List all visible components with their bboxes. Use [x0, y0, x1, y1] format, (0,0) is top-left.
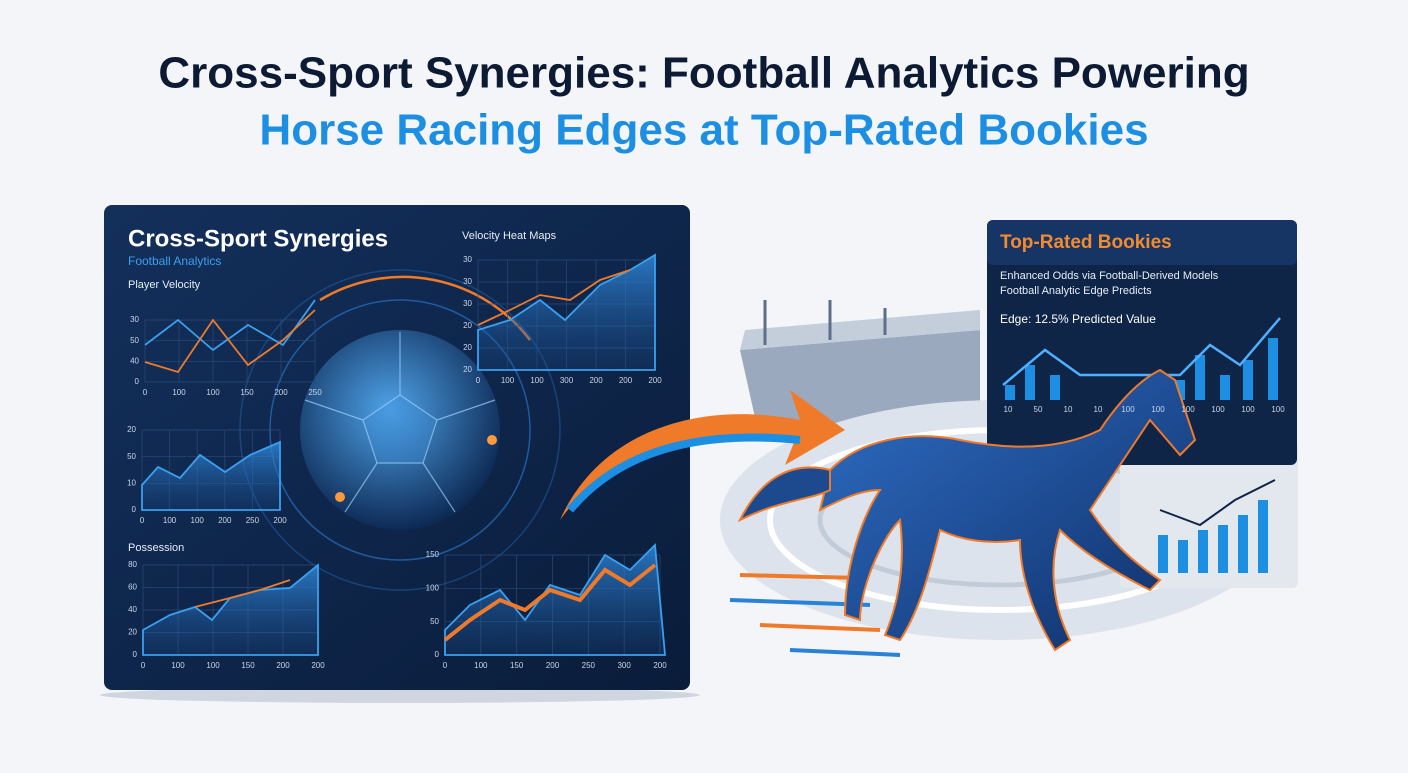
soccer-ball — [300, 330, 500, 530]
x-tick-label: 200 — [311, 661, 325, 670]
x-tick-label: 0 — [476, 376, 481, 385]
x-tick-label: 100 — [1211, 405, 1225, 414]
x-tick-label: 100 — [1151, 405, 1165, 414]
y-tick-label: 0 — [135, 377, 140, 386]
y-tick-label: 20 — [463, 343, 472, 352]
x-tick-label: 250 — [246, 516, 260, 525]
x-tick-label: 200 — [589, 376, 603, 385]
x-tick-label: 100 — [191, 516, 205, 525]
shadow — [100, 687, 700, 703]
y-tick-label: 30 — [463, 299, 472, 308]
y-tick-label: 20 — [128, 628, 137, 637]
y-tick-label: 0 — [133, 650, 138, 659]
x-tick-label: 0 — [443, 661, 448, 670]
dashboard-title: Cross-Sport Synergies — [128, 225, 388, 252]
x-tick-label: 150 — [240, 388, 254, 397]
x-tick-label: 100 — [163, 516, 177, 525]
y-tick-label: 20 — [127, 425, 136, 434]
x-tick-label: 100 — [171, 661, 185, 670]
bookies-trend — [1002, 317, 1281, 386]
panel-label: Possession — [128, 542, 184, 554]
x-tick-label: 100 — [206, 661, 220, 670]
x-tick-label: 200 — [619, 376, 633, 385]
x-tick-label: 0 — [143, 388, 148, 397]
x-tick-label: 100 — [172, 388, 186, 397]
title-line-2: Horse Racing Edges at Top-Rated Bookies — [259, 106, 1148, 155]
x-tick-label: 200 — [648, 376, 662, 385]
x-tick-label: 200 — [274, 388, 288, 397]
dashboard-subtitle: Football Analytics — [128, 254, 221, 268]
bookies-line-2: Football Analytic Edge Predicts — [1000, 285, 1152, 297]
title-line-1: Cross-Sport Synergies: Football Analytic… — [158, 49, 1249, 98]
x-tick-label: 10 — [1004, 405, 1013, 414]
y-tick-label: 20 — [463, 365, 472, 374]
y-tick-label: 50 — [127, 452, 136, 461]
y-tick-label: 150 — [426, 550, 440, 559]
back-card-trend — [1159, 479, 1276, 527]
x-tick-label: 200 — [218, 516, 232, 525]
y-tick-label: 0 — [435, 650, 440, 659]
x-tick-label: 100 — [1271, 405, 1285, 414]
x-tick-label: 200 — [653, 661, 667, 670]
panel-label: Velocity Heat Maps — [462, 230, 557, 242]
x-tick-label: 300 — [560, 376, 574, 385]
x-tick-label: 100 — [501, 376, 515, 385]
bookies-line-1: Enhanced Odds via Football-Derived Model… — [1000, 270, 1219, 282]
x-tick-label: 100 — [474, 661, 488, 670]
bookies-header — [987, 220, 1297, 265]
arrow — [560, 390, 845, 520]
bookies-title: Top-Rated Bookies — [1000, 232, 1172, 253]
horse — [737, 368, 1197, 652]
x-tick-label: 100 — [206, 388, 220, 397]
y-tick-label: 50 — [130, 336, 139, 345]
x-tick-label: 300 — [617, 661, 631, 670]
y-tick-label: 40 — [128, 605, 137, 614]
back-card-bars — [1158, 500, 1268, 573]
x-tick-label: 150 — [241, 661, 255, 670]
x-tick-label: 100 — [1181, 405, 1195, 414]
y-tick-label: 30 — [130, 315, 139, 324]
y-tick-label: 0 — [132, 505, 137, 514]
bookies-bars — [1005, 338, 1278, 400]
x-tick-label: 200 — [546, 661, 560, 670]
x-tick-label: 250 — [582, 661, 596, 670]
x-tick-label: 0 — [140, 516, 145, 525]
x-tick-label: 200 — [273, 516, 287, 525]
x-tick-label: 200 — [276, 661, 290, 670]
x-tick-label: 10 — [1094, 405, 1103, 414]
y-tick-label: 50 — [430, 617, 439, 626]
x-tick-label: 250 — [308, 388, 322, 397]
bookies-card — [987, 220, 1297, 465]
x-tick-label: 100 — [1121, 405, 1135, 414]
y-tick-label: 60 — [128, 583, 137, 592]
x-tick-label: 50 — [1034, 405, 1043, 414]
y-tick-label: 10 — [127, 478, 136, 487]
arrow-stripe — [566, 433, 801, 513]
glow — [335, 492, 345, 502]
y-tick-label: 80 — [128, 560, 137, 569]
y-tick-label: 20 — [463, 321, 472, 330]
glow — [487, 435, 497, 445]
mini-chart-lines — [141, 253, 666, 656]
x-tick-label: 0 — [141, 661, 146, 670]
x-tick-label: 100 — [1241, 405, 1255, 414]
bookies-edge: Edge: 12.5% Predicted Value — [1000, 312, 1156, 326]
y-tick-label: 30 — [463, 277, 472, 286]
panel-label: Player Velocity — [128, 279, 201, 291]
y-tick-label: 100 — [426, 583, 440, 592]
x-tick-label: 100 — [530, 376, 544, 385]
y-tick-label: 40 — [130, 356, 139, 365]
x-tick-label: 150 — [510, 661, 524, 670]
ball-pattern — [304, 332, 496, 513]
x-tick-label: 10 — [1064, 405, 1073, 414]
y-tick-label: 30 — [463, 255, 472, 264]
